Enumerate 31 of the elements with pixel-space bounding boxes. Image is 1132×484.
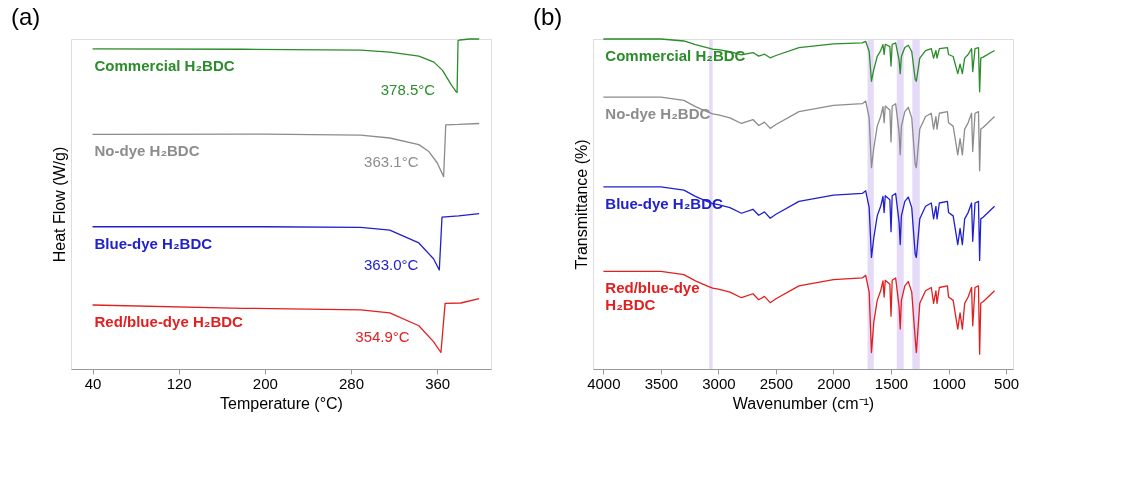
- x-tick-label: 1500: [874, 374, 909, 392]
- x-tick-label: 120: [166, 374, 192, 392]
- x-tick-label: 2000: [817, 374, 851, 392]
- x-tick-label: 280: [338, 374, 365, 392]
- y-axis-title: Heat Flow (W/g): [50, 146, 68, 263]
- series-label: Blue-dye H₂BDC: [605, 194, 724, 212]
- x-tick-label: 200: [252, 374, 278, 392]
- x-tick-label: 40: [84, 374, 102, 392]
- chart-title: (b): [533, 3, 563, 31]
- x-axis-title: Temperature (°C): [220, 394, 343, 412]
- series-label: No-dye H₂BDC: [605, 105, 711, 123]
- series-label: Commercial H₂BDC: [605, 47, 746, 64]
- series-label: Red/blue-dye H₂BDC: [605, 279, 700, 314]
- chart-title: (a): [11, 3, 41, 31]
- x-tick-label: 4000: [587, 374, 621, 392]
- series-label: Commercial H₂BDC: [94, 56, 235, 74]
- series-label: Blue-dye H₂BDC: [94, 234, 213, 252]
- y-axis-title: Transmittance (%): [572, 139, 590, 270]
- annotation: 363.1°C: [364, 153, 419, 171]
- x-tick-label: 3000: [702, 374, 736, 392]
- x-axis-title: Wavenumber (cm⁻¹): [732, 394, 875, 412]
- annotation: 363.0°C: [364, 255, 419, 273]
- series-label: Red/blue-dye H₂BDC: [94, 312, 244, 330]
- annotation: 378.5°C: [380, 81, 436, 99]
- x-tick-label: 2500: [759, 374, 794, 392]
- series-label: No-dye H₂BDC: [94, 142, 200, 160]
- x-tick-label: 500: [994, 374, 1020, 392]
- annotation: 354.9°C: [355, 328, 410, 346]
- x-tick-label: 1000: [932, 374, 966, 392]
- x-tick-label: 3500: [644, 374, 679, 392]
- x-tick-label: 360: [425, 374, 451, 392]
